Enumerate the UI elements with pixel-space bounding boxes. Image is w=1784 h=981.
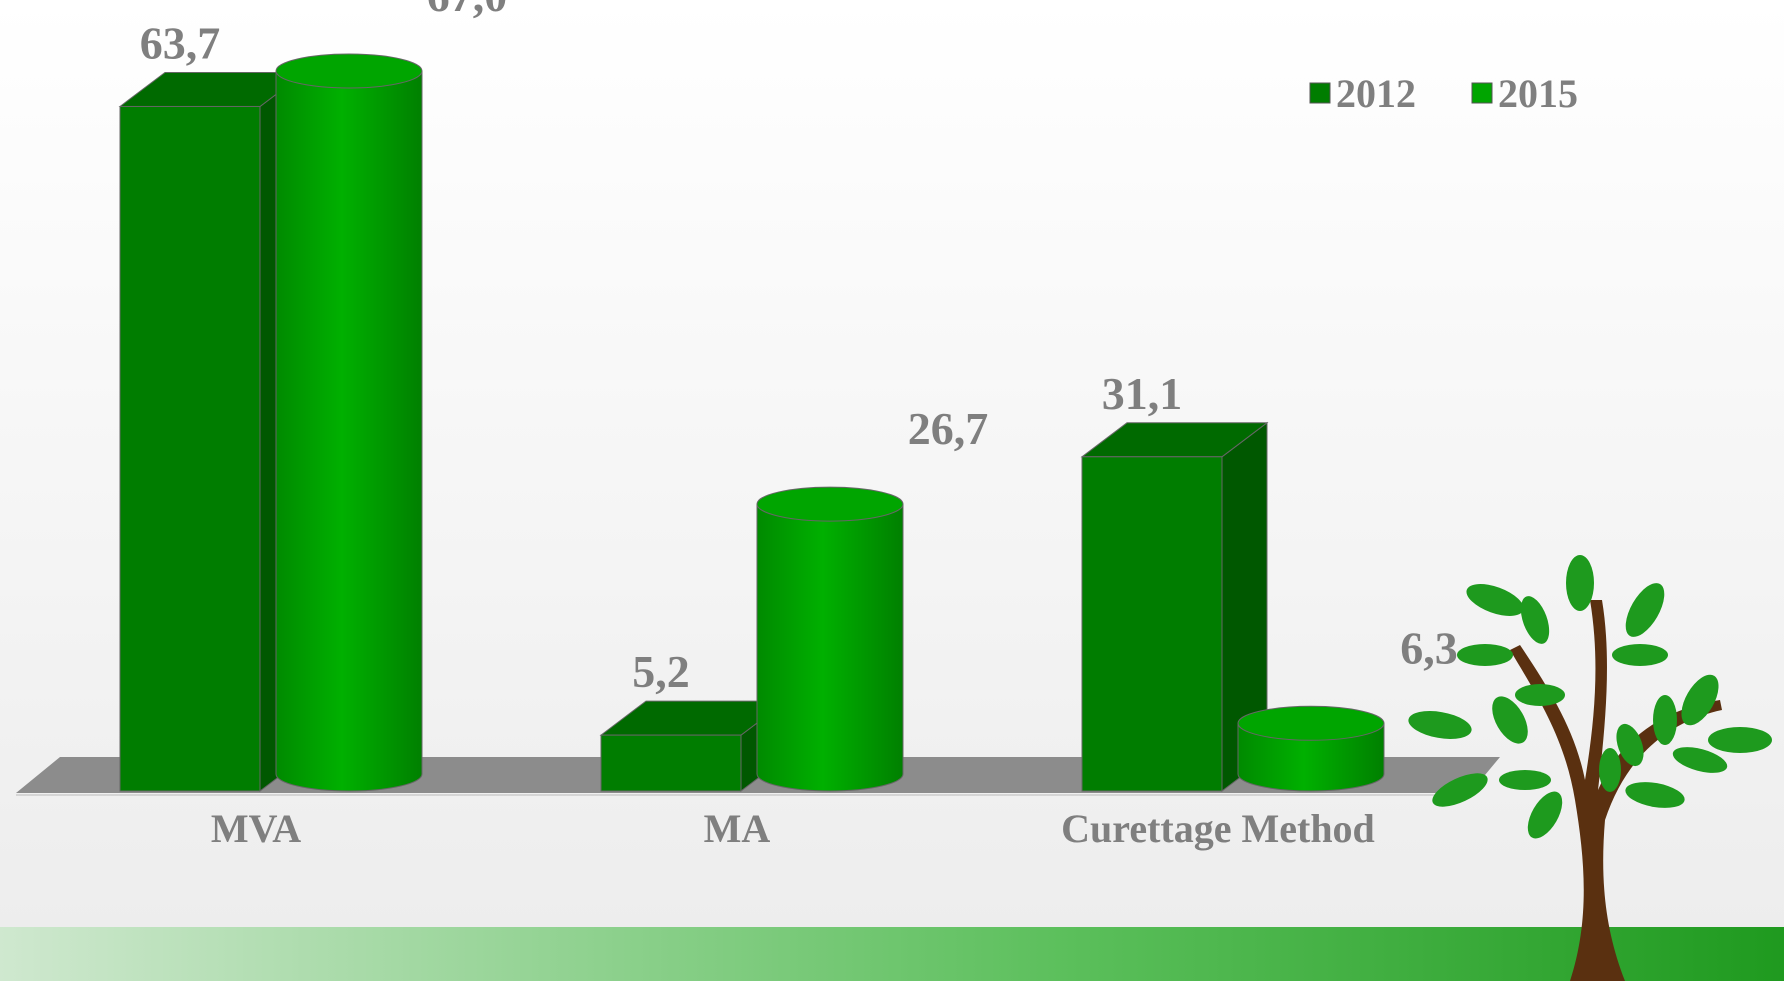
bar-face	[1082, 457, 1222, 791]
x-tick-label: MA	[704, 806, 771, 851]
bar-face	[276, 54, 422, 88]
bar	[276, 54, 422, 791]
bar	[757, 487, 903, 791]
bar-face	[276, 71, 422, 791]
bar-face	[601, 735, 741, 791]
legend-label: 2015	[1498, 71, 1578, 116]
chart: MVA 63,7 67,0 MA 5,2 26,7 Curettage Method 31,1…	[0, 0, 1784, 981]
legend-label: 2012	[1336, 71, 1416, 116]
bar-face	[757, 504, 903, 791]
data-label: 67,0	[427, 0, 508, 21]
bar-face	[1238, 706, 1384, 740]
ground-band	[0, 927, 1784, 981]
legend-swatch	[1310, 83, 1330, 103]
data-label: 63,7	[140, 17, 221, 68]
x-tick-label: MVA	[211, 806, 301, 851]
bar	[1238, 706, 1384, 791]
data-label: 26,7	[908, 403, 989, 454]
x-tick-label: Curettage Method	[1061, 806, 1375, 851]
data-label: 6,3	[1400, 622, 1458, 673]
page: MVA 63,7 67,0 MA 5,2 26,7 Curettage Method 31,1…	[0, 0, 1784, 981]
bar-face	[757, 487, 903, 521]
legend-swatch	[1472, 83, 1492, 103]
data-label: 5,2	[632, 646, 690, 697]
data-label: 31,1	[1102, 368, 1183, 419]
bar-face	[120, 106, 260, 791]
